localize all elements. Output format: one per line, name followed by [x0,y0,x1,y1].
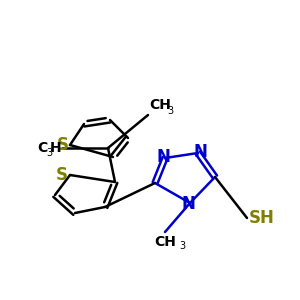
Text: S: S [56,166,68,184]
Text: 3: 3 [167,106,173,116]
Text: N: N [181,195,195,213]
Text: SH: SH [249,209,275,227]
Text: 3: 3 [179,241,185,251]
Text: N: N [193,143,207,161]
Text: N: N [156,148,170,166]
Text: H: H [50,141,61,155]
Text: 3: 3 [46,148,52,158]
Text: CH: CH [154,235,176,249]
Text: C: C [38,141,48,155]
Text: S: S [57,136,69,154]
Text: CH: CH [149,98,171,112]
